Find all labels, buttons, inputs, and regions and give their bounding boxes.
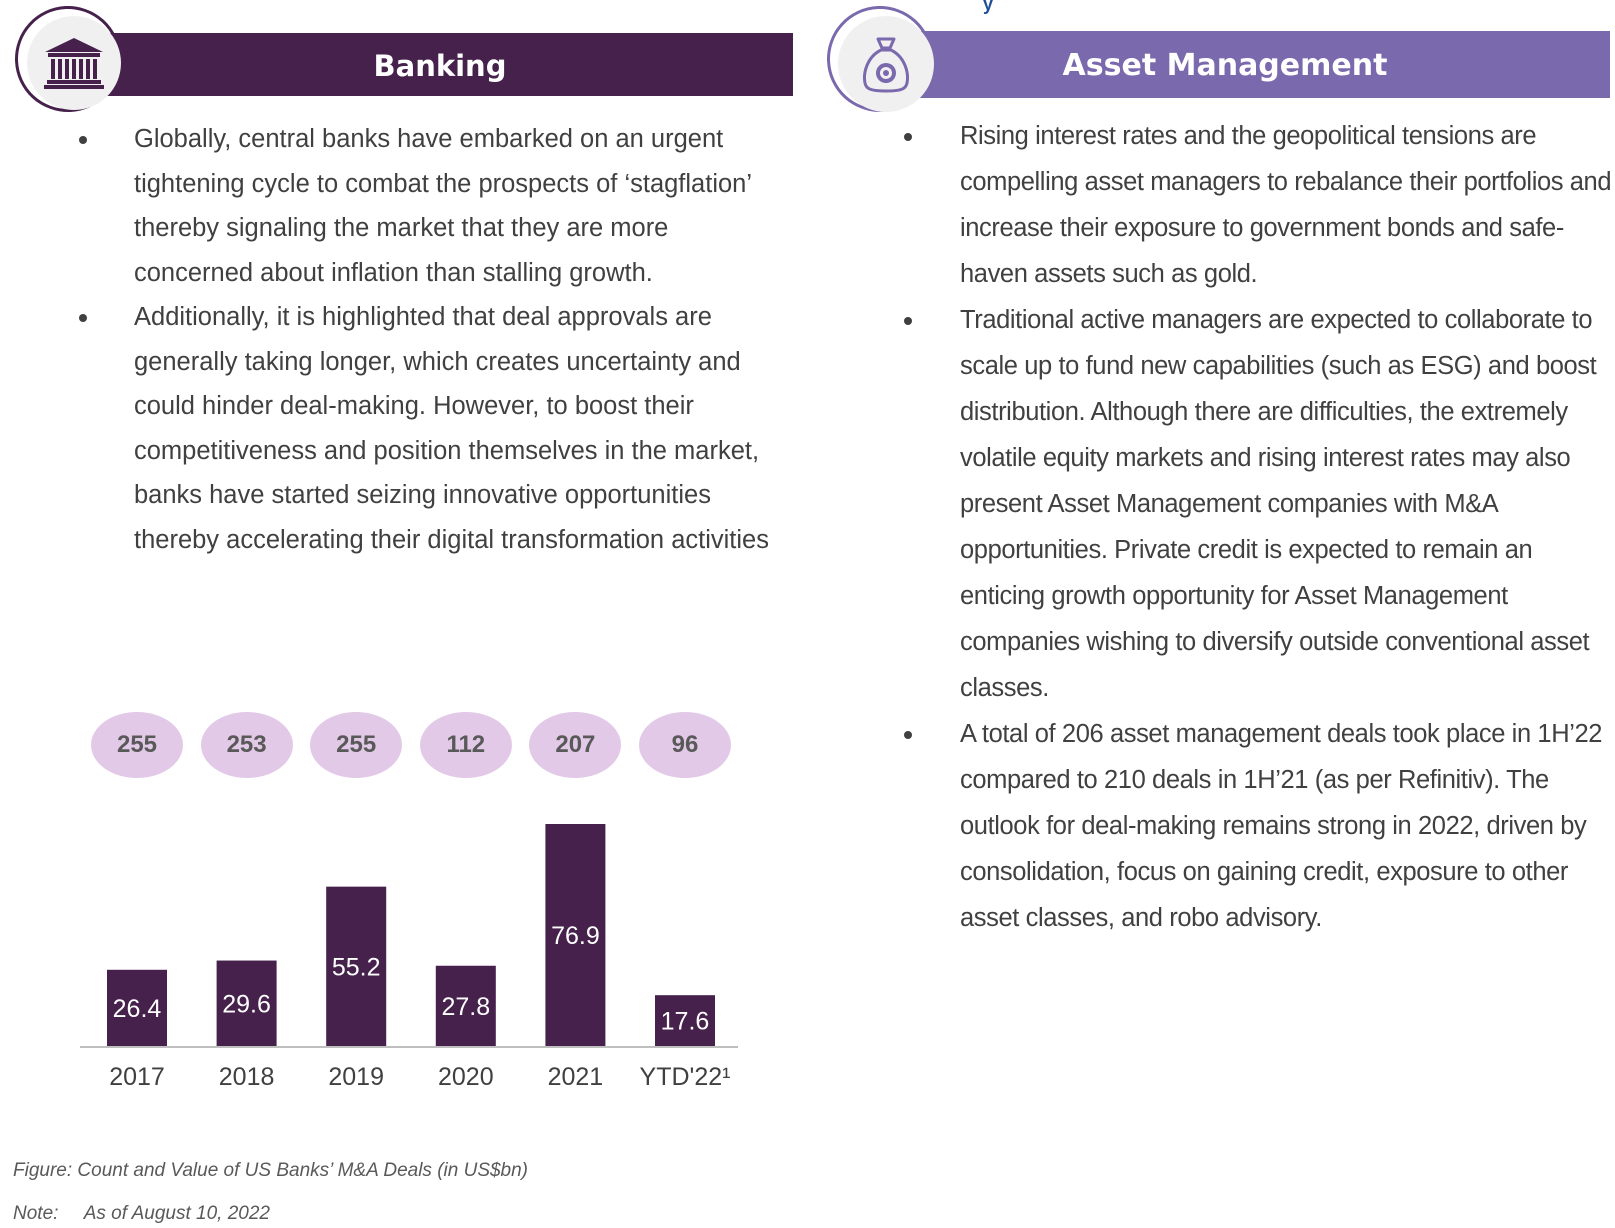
asset-management-title: Asset Management — [1062, 48, 1388, 83]
deal-count-bubble: 207 — [529, 712, 622, 778]
bullet-dot — [904, 133, 912, 141]
deal-count-bubble: 255 — [310, 712, 403, 778]
bar — [326, 886, 387, 1046]
bar — [107, 969, 167, 1046]
clipped-text-fragment: y — [983, 0, 994, 14]
asset-management-bullet: Rising interest rates and the geopolitic… — [904, 113, 1615, 297]
asset-management-bullet: A total of 206 asset management deals to… — [904, 711, 1615, 941]
x-tick-label: 2021 — [548, 1063, 604, 1091]
bar — [545, 824, 606, 1046]
banking-bullet: Globally, central banks have embarked on… — [79, 117, 784, 295]
figure-caption: Figure: Count and Value of US Banks’ M&A… — [13, 1160, 529, 1181]
bar — [216, 960, 277, 1046]
deal-count-bubble: 253 — [200, 712, 293, 778]
banking-bullet: Additionally, it is highlighted that dea… — [79, 295, 784, 562]
asset-management-header-bar — [905, 31, 1610, 98]
banks-ma-bar-chart: 26.4 2017 29.6 2018 55.2 2019 27.8 2020 76.9 2021… — [80, 824, 738, 1091]
x-tick-label: YTD'22¹ — [640, 1063, 731, 1091]
bar-value-label: 76.9 — [551, 922, 600, 950]
money-bag-icon — [863, 37, 909, 93]
x-tick-label: 2018 — [219, 1063, 275, 1091]
bar-value-label: 29.6 — [222, 990, 271, 1018]
bar — [435, 965, 496, 1046]
x-tick-label: 2017 — [109, 1063, 165, 1091]
asset-management-bullet: Traditional active managers are expected… — [904, 297, 1615, 711]
note-label: Note: — [13, 1203, 59, 1224]
banking-header-bar — [100, 33, 793, 96]
bar-value-label: 17.6 — [661, 1008, 710, 1036]
bullet-dot — [904, 731, 912, 739]
banking-bullet-list: Globally, central banks have embarked on… — [79, 117, 784, 562]
deal-count-bubble: 112 — [419, 712, 512, 778]
deal-count-bubble: 255 — [91, 712, 183, 778]
banking-title: Banking — [373, 49, 507, 83]
x-tick-label: 2020 — [438, 1063, 494, 1091]
banking-icon-badge — [27, 16, 121, 110]
bullet-dot — [904, 317, 912, 325]
bullet-dot — [79, 314, 87, 322]
bullet-dot — [79, 136, 87, 144]
deal-count-bubble: 96 — [639, 712, 731, 778]
asset-management-bullet-list: Rising interest rates and the geopolitic… — [904, 113, 1615, 941]
bar-value-label: 55.2 — [332, 953, 381, 981]
note-text: As of August 10, 2022 — [83, 1203, 270, 1224]
bank-building-icon — [44, 38, 104, 89]
bar-value-label: 27.8 — [441, 993, 490, 1021]
asset-management-icon-badge — [838, 16, 934, 112]
bar-value-label: 26.4 — [113, 995, 162, 1023]
bar — [655, 995, 715, 1046]
figure-note: Note: As of August 10, 2022 — [13, 1203, 270, 1225]
x-tick-label: 2019 — [328, 1063, 384, 1091]
